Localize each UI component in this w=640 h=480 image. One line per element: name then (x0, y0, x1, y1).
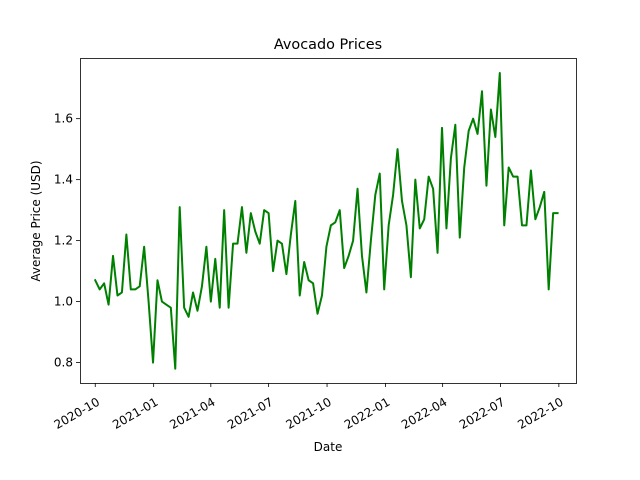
series-line (93, 71, 559, 370)
x-axis-label: Date (314, 440, 343, 454)
y-axis-label: Average Price (USD) (29, 160, 43, 281)
y-tick-label: 1.4 (54, 173, 73, 187)
y-tick-label: 1.6 (54, 112, 73, 126)
y-tick-label: 1.0 (54, 295, 73, 309)
y-axis: 0.8 1.0 1.2 1.4 1.6 (54, 112, 80, 370)
plot-area (93, 71, 559, 370)
plot-frame (80, 58, 577, 384)
y-tick-label: 0.8 (54, 356, 73, 370)
y-tick-label: 1.2 (54, 234, 73, 248)
chart-title: Avocado Prices (274, 37, 382, 53)
